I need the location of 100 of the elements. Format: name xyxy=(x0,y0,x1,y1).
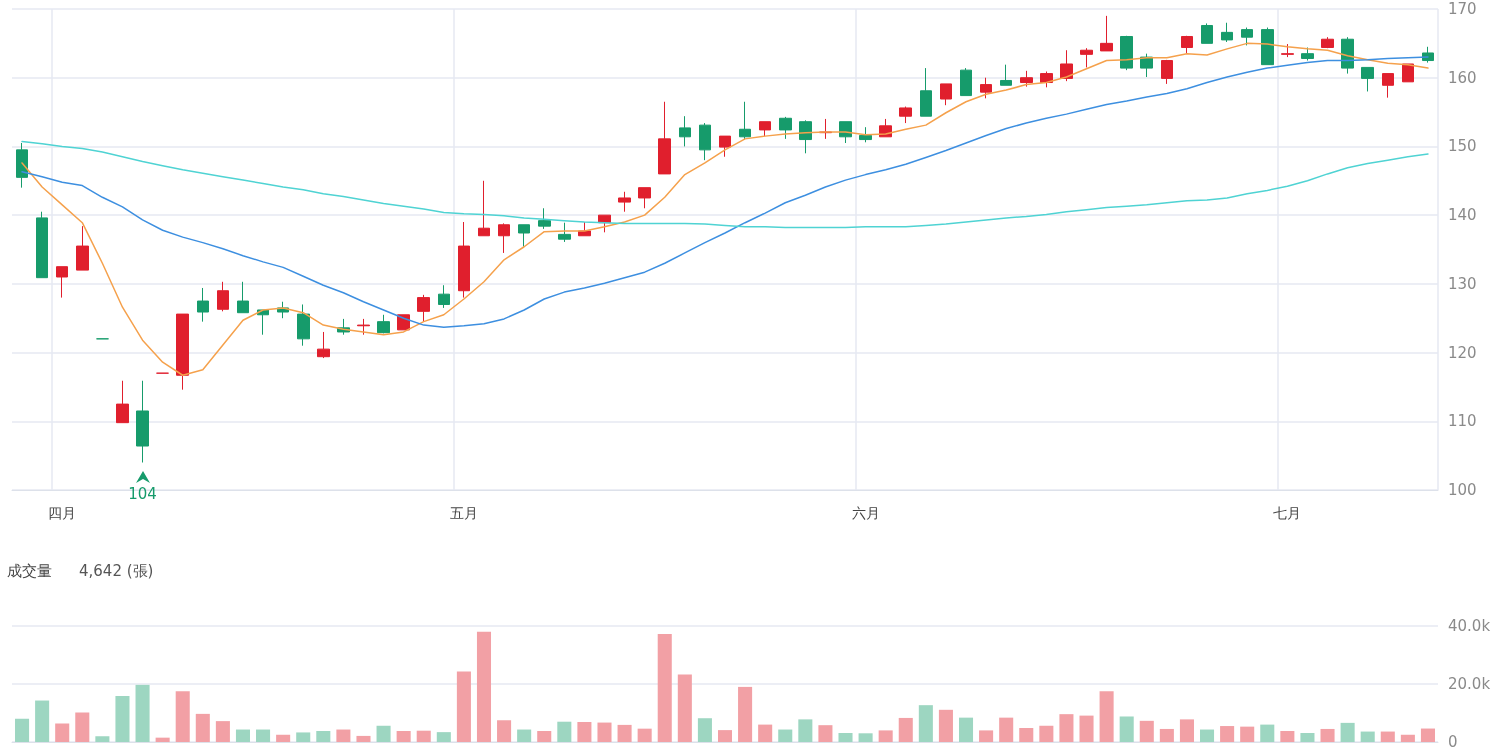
bar xyxy=(1420,728,1435,742)
bar xyxy=(1059,714,1074,742)
bar xyxy=(115,695,130,742)
candlestick xyxy=(1261,27,1274,66)
y-tick-label: 100 xyxy=(1448,481,1477,499)
candlestick xyxy=(699,122,711,161)
candlestick xyxy=(859,126,872,143)
candlestick xyxy=(1382,73,1394,99)
bar xyxy=(938,709,953,742)
candlestick xyxy=(197,287,209,323)
candlestick xyxy=(899,106,912,124)
bar xyxy=(637,728,652,742)
bar xyxy=(1360,731,1375,742)
bar xyxy=(798,719,813,742)
bar xyxy=(1179,719,1194,742)
bar xyxy=(1200,729,1215,742)
bar xyxy=(1320,728,1335,742)
bar xyxy=(1099,691,1114,742)
bar xyxy=(898,717,913,742)
bar xyxy=(1139,720,1154,742)
bar xyxy=(416,730,431,742)
bar xyxy=(195,713,210,742)
bar xyxy=(135,684,150,742)
candlestick xyxy=(377,314,390,334)
bar xyxy=(35,700,50,742)
candlestick xyxy=(980,77,992,99)
bar xyxy=(396,730,411,742)
candlestick xyxy=(638,187,651,209)
candlestick xyxy=(618,191,631,213)
bar xyxy=(316,730,331,742)
y-tick-label: 120 xyxy=(1448,343,1477,362)
candlestick xyxy=(297,303,310,347)
candlestick xyxy=(538,207,551,230)
x-tick-label: 六月 xyxy=(851,505,880,521)
annotation: 104 xyxy=(128,485,157,504)
bar xyxy=(95,736,110,742)
bar xyxy=(778,729,793,742)
candlestick xyxy=(1402,63,1414,83)
bar xyxy=(376,725,391,742)
candlestick xyxy=(779,116,792,140)
bar xyxy=(235,729,250,742)
bar xyxy=(336,729,351,742)
bar xyxy=(1159,728,1174,742)
bar xyxy=(436,732,451,742)
chart-title: 成交量 xyxy=(7,561,52,580)
bar xyxy=(597,722,612,742)
bar xyxy=(1300,733,1315,742)
bar xyxy=(697,718,712,742)
y-tick-label: 130 xyxy=(1448,274,1477,293)
candlestick xyxy=(116,380,129,424)
candlestick xyxy=(458,221,470,299)
candlestick xyxy=(920,67,932,117)
y-tick-label: 170 xyxy=(1448,0,1477,18)
candlestick xyxy=(658,101,671,175)
x-tick-label: 五月 xyxy=(449,505,478,521)
candlestick xyxy=(960,67,972,97)
bar xyxy=(1019,728,1034,742)
candlestick xyxy=(1221,22,1233,43)
chart-subtitle: 4,642 (張) xyxy=(79,561,154,580)
candlestick xyxy=(1100,15,1113,52)
y-tick-label: 40.0k xyxy=(1448,617,1491,635)
bar xyxy=(1240,726,1255,742)
bar xyxy=(155,737,170,742)
candlestick xyxy=(1361,66,1374,92)
bar xyxy=(878,730,893,742)
bar xyxy=(256,729,271,742)
bar xyxy=(1380,731,1395,742)
candlestick xyxy=(759,121,771,137)
candlestick xyxy=(237,281,249,314)
candlestick xyxy=(1422,46,1434,64)
candlestick xyxy=(518,224,530,248)
bar xyxy=(838,733,853,742)
bar xyxy=(1260,724,1275,742)
line-series xyxy=(21,42,1429,376)
bar xyxy=(1039,725,1054,742)
y-tick-label: 160 xyxy=(1448,68,1477,87)
candlestick xyxy=(176,313,189,391)
bar xyxy=(738,686,753,742)
bar xyxy=(1220,726,1235,742)
candlestick xyxy=(1201,22,1213,44)
bar xyxy=(677,674,692,742)
candlestick xyxy=(1301,46,1314,62)
candlestick xyxy=(1080,47,1093,68)
x-tick-label: 四月 xyxy=(48,505,77,521)
line-series xyxy=(21,140,1429,229)
bar xyxy=(537,730,552,742)
candlestick xyxy=(739,101,751,141)
y-tick-label: 20.0k xyxy=(1448,675,1491,693)
candlestick xyxy=(36,211,48,279)
bar xyxy=(617,724,632,742)
bar xyxy=(1340,722,1355,742)
candlestick xyxy=(799,119,812,154)
candlestick xyxy=(1321,36,1334,49)
bar xyxy=(758,724,773,742)
bar xyxy=(276,734,291,742)
bar xyxy=(1079,715,1094,742)
bar xyxy=(657,634,672,742)
candlestick xyxy=(478,180,490,237)
candlestick xyxy=(1341,36,1354,75)
candlestick xyxy=(357,318,370,336)
